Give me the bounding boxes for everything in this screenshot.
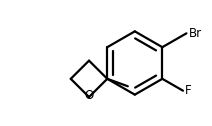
Text: Br: Br	[188, 27, 202, 40]
Text: O: O	[84, 89, 94, 102]
Text: F: F	[185, 84, 192, 97]
